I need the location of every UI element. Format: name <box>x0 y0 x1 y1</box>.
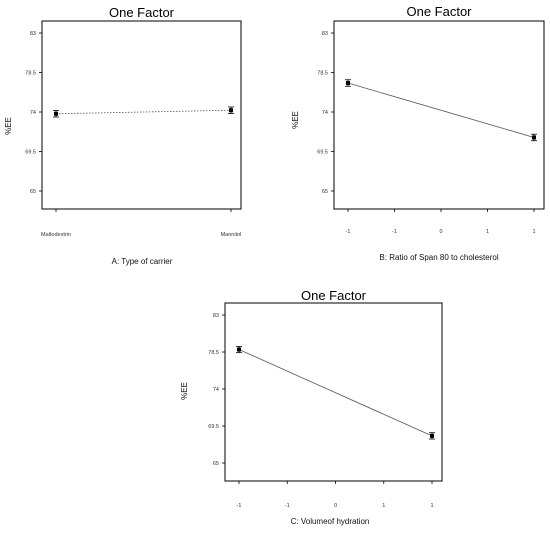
x-axis-label: B: Ratio of Span 80 to cholesterol <box>379 253 498 262</box>
data-point <box>54 111 58 116</box>
x-axis-label: A: Type of carrier <box>112 257 173 266</box>
y-tick-label: 65 <box>30 189 36 195</box>
chart-title: One Factor <box>406 4 472 19</box>
x-tick-label: Maltodextrin <box>41 232 71 238</box>
chart-title: One Factor <box>301 288 367 303</box>
series-line <box>347 82 535 138</box>
plot-frame <box>41 20 242 210</box>
y-tick-label: 83 <box>30 31 36 37</box>
y-tick-label: 74 <box>213 387 219 393</box>
data-point <box>430 433 434 438</box>
chart-panel-3: One Factor 65 69.5 74 78.5 83 -1 -1 0 1 1 %EE C: Vol… <box>180 288 443 526</box>
y-tick-label: 65 <box>213 461 219 467</box>
series-line <box>55 109 232 115</box>
x-axis-label: C: Volumeof hydration <box>291 517 370 526</box>
series-line <box>238 349 433 437</box>
y-tick-label: 78.5 <box>208 350 219 356</box>
y-tick-label: 78.5 <box>25 71 36 77</box>
data-point <box>532 135 536 140</box>
x-tick-label: 0 <box>439 229 442 235</box>
x-tick-label: 0 <box>334 503 337 509</box>
x-tick-label: Mannitol <box>221 232 242 238</box>
x-tick-label: -1 <box>392 229 397 235</box>
chart-title: One Factor <box>109 5 175 20</box>
y-tick-label: 69.5 <box>25 150 36 156</box>
y-tick-label: 74 <box>322 110 328 116</box>
y-tick-label: 69.5 <box>208 424 219 430</box>
x-tick-label: 1 <box>382 503 385 509</box>
y-tick-label: 74 <box>30 110 36 116</box>
plot-frame <box>224 302 443 482</box>
plot-frame <box>333 20 545 210</box>
x-tick-label: -1 <box>346 229 351 235</box>
y-axis-label: %EE <box>4 117 13 135</box>
data-point <box>229 108 233 113</box>
y-tick-label: 65 <box>322 189 328 195</box>
data-point <box>346 81 350 86</box>
data-point <box>237 347 241 352</box>
y-axis-label: %EE <box>291 111 300 129</box>
y-tick-label: 78.5 <box>317 71 328 77</box>
chart-panel-2: One Factor 65 69.5 74 78.5 83 -1 -1 0 1 1 %EE B: Rat… <box>291 4 545 262</box>
y-axis-label: %EE <box>180 382 189 400</box>
x-tick-label: -1 <box>237 503 242 509</box>
x-tick-label: 1 <box>430 503 433 509</box>
x-tick-label: 1 <box>532 229 535 235</box>
y-tick-label: 83 <box>213 313 219 319</box>
x-tick-label: -1 <box>285 503 290 509</box>
y-tick-label: 83 <box>322 31 328 37</box>
chart-panel-1: One Factor 65 69.5 74 78.5 83 Maltodextrin Mann… <box>4 5 242 266</box>
y-tick-label: 69.5 <box>317 150 328 156</box>
x-tick-label: 1 <box>486 229 489 235</box>
